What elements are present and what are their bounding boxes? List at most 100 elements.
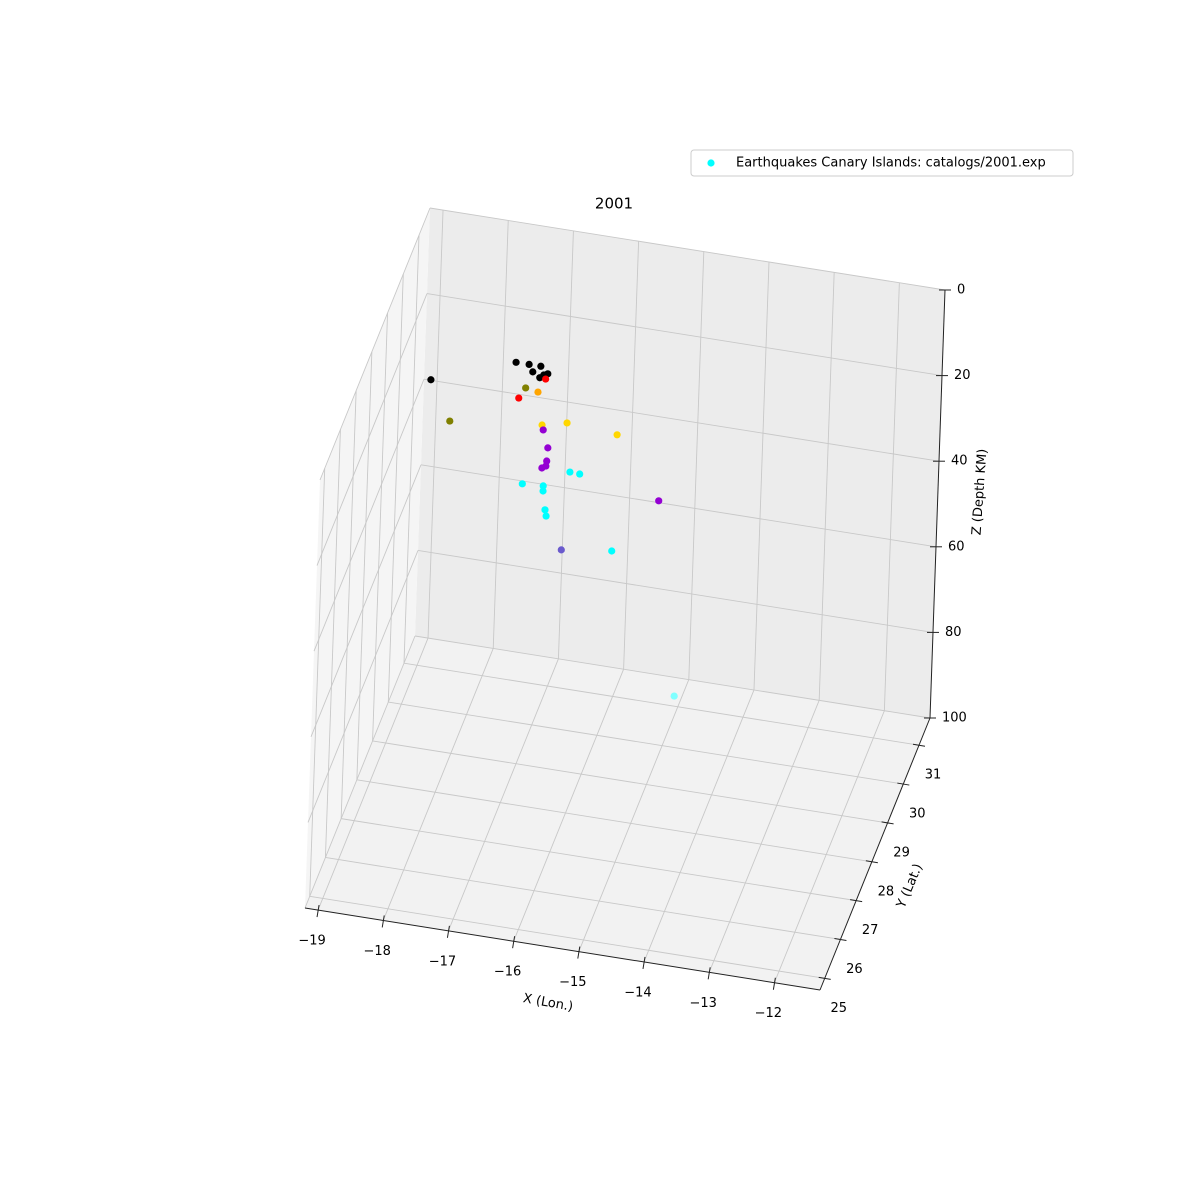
data-point: [576, 470, 584, 478]
grid-line: [387, 274, 404, 703]
tick-mark: [577, 946, 581, 959]
y-tick-label: 30: [909, 807, 926, 822]
grid-line: [420, 464, 937, 548]
pane: [305, 208, 430, 908]
grid-line: [492, 220, 509, 649]
data-point: [525, 360, 533, 369]
z-tick-label: 80: [945, 625, 962, 640]
tick-mark: [446, 925, 450, 938]
grid-line: [319, 207, 431, 481]
grid-line: [414, 635, 931, 719]
grid-line: [883, 282, 900, 711]
data-point: [544, 444, 552, 452]
data-point: [542, 375, 550, 383]
grid-line: [773, 710, 885, 983]
grid-line: [309, 468, 326, 897]
z-tick-label: 100: [942, 711, 967, 726]
grid-line: [316, 293, 428, 566]
chart-title: 2001: [595, 195, 633, 213]
grid-line: [557, 230, 574, 659]
grid-line: [753, 261, 770, 690]
x-tick-label: −16: [494, 965, 521, 980]
data-point: [537, 362, 545, 370]
tick-mark: [381, 915, 385, 928]
y-tick-label: 26: [846, 962, 863, 977]
z-tick-label: 60: [948, 539, 965, 554]
x-axis-line: [304, 907, 821, 991]
grid-line: [356, 779, 872, 863]
y-tick-label: 27: [862, 923, 879, 938]
legend-label: Earthquakes Canary Islands: catalogs/200…: [736, 156, 1046, 171]
data-point: [539, 487, 547, 495]
grid-line: [382, 648, 494, 921]
data-point: [563, 419, 571, 427]
grid-line: [427, 210, 444, 639]
grid-line: [513, 669, 625, 942]
grid-line: [341, 818, 857, 902]
data-point: [613, 431, 621, 439]
grid-line: [429, 207, 946, 291]
x-tick-label: −12: [755, 1006, 782, 1021]
z-tick-label: 20: [954, 368, 971, 383]
data-point: [512, 358, 520, 366]
x-tick-label: −15: [559, 975, 586, 990]
z-axis-label: Z (Depth KM): [969, 448, 990, 535]
data-point: [566, 468, 574, 476]
data-point: [542, 512, 550, 520]
y-tick-label: 25: [830, 1001, 847, 1016]
pane: [305, 636, 930, 990]
data-point: [539, 426, 547, 434]
data-point: [536, 374, 544, 382]
data-point: [529, 368, 537, 376]
tick-mark: [707, 967, 711, 980]
x-tick-label: −18: [364, 944, 391, 959]
grid-line: [388, 701, 904, 785]
grid-line: [423, 378, 940, 462]
legend: Earthquakes Canary Islands: catalogs/200…: [690, 149, 1074, 177]
x-tick-label: −17: [429, 954, 456, 969]
legend-box: [690, 149, 1074, 177]
grid-line: [325, 857, 841, 940]
grid-line: [818, 272, 835, 701]
tick-mark: [642, 956, 646, 970]
grid-line: [578, 679, 690, 952]
x-axis-label: X (Lon.): [522, 991, 574, 1015]
data-point: [557, 546, 565, 554]
data-point: [518, 480, 526, 488]
data-point: [670, 692, 678, 700]
data-point: [446, 417, 454, 425]
grid-line: [426, 293, 943, 377]
pane: [415, 208, 945, 718]
grid-line: [307, 550, 419, 823]
grid-line: [448, 658, 559, 932]
tick-mark: [316, 904, 320, 918]
grid-line: [309, 895, 825, 979]
grid-line: [372, 740, 888, 824]
grid-line: [688, 251, 705, 680]
grid-line: [324, 429, 341, 858]
data-point: [541, 506, 549, 514]
legend-marker: [707, 159, 715, 167]
grid-line: [313, 379, 425, 652]
grid-line: [623, 241, 640, 670]
grid-line: [708, 700, 820, 973]
y-tick-label: 31: [925, 768, 942, 783]
grid-line: [403, 235, 420, 664]
z-tick-label: 40: [951, 454, 968, 469]
y-tick-label: 29: [893, 845, 910, 860]
data-point: [427, 376, 435, 384]
grid-line: [310, 464, 422, 737]
data-point: [655, 497, 663, 505]
x-tick-label: −14: [624, 985, 651, 1000]
grid-line: [417, 549, 934, 633]
z-tick-label: 0: [957, 283, 965, 298]
grid-line: [403, 662, 920, 746]
tick-mark: [772, 977, 776, 990]
data-point: [608, 547, 616, 555]
grid-line: [317, 637, 429, 911]
grid-line: [643, 689, 755, 963]
tick-mark: [512, 936, 516, 949]
data-point: [534, 388, 542, 396]
